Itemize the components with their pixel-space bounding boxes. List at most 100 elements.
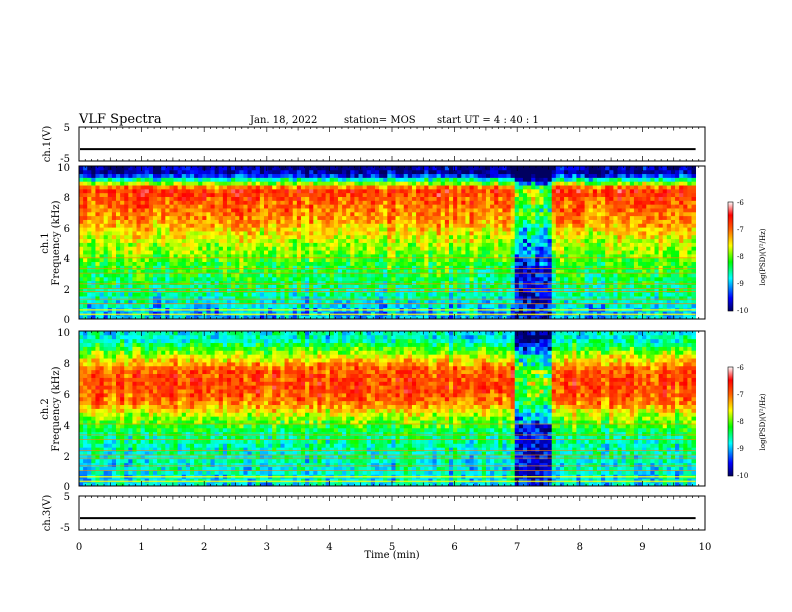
ch1-spectrogram-cell [301, 231, 306, 235]
ch1-spectrogram-cell [379, 262, 384, 266]
ch1-spectrogram-cell [437, 181, 442, 185]
ch1-spectrogram-cell [589, 246, 594, 250]
ch1-spectrogram-cell [112, 304, 117, 308]
ch1-spectrogram-cell [564, 174, 569, 178]
ch1-spectrogram-cell [149, 170, 154, 174]
ch1-spectrogram-cell [297, 258, 302, 262]
ch1-spectrogram-cell [104, 250, 109, 254]
ch1-spectrogram-cell [108, 197, 113, 201]
ch1-spectrogram-cell [178, 235, 183, 239]
ch1-spectrogram-cell [132, 193, 137, 197]
ch1-spectrogram-cell [289, 292, 294, 296]
ch1-spectrogram-cell [482, 292, 487, 296]
ch1-spectrogram-cell [585, 243, 590, 247]
ch1-spectrogram-cell [309, 246, 314, 250]
ch1-spectrogram-cell [169, 273, 174, 277]
ch1-spectrogram-cell [379, 200, 384, 204]
ch1-spectrogram-cell [272, 181, 277, 185]
ch1-spectrogram-cell [268, 277, 273, 281]
ch1-spectrogram-cell [478, 185, 483, 189]
ch1-spectrogram-cell [474, 246, 479, 250]
ch1-spectrogram-cell [556, 212, 561, 216]
start-time-label: start UT = 4 : 40 : 1 [437, 115, 539, 126]
ch1-spectrogram-cell [128, 204, 133, 208]
ch1-spectrogram-cell [289, 185, 294, 189]
ch1-spectrogram-cell [581, 193, 586, 197]
ch1-spectrogram-cell [404, 200, 409, 204]
ch1-spectrogram-cell [507, 166, 512, 170]
ch1-spectrogram-cell [416, 200, 421, 204]
ch1-spectrogram-cell [511, 262, 516, 266]
ch1-spectrogram-cell [285, 273, 290, 277]
ch1-spectrogram-cell [252, 193, 257, 197]
ch1-spectrogram-cell [457, 200, 462, 204]
ch1-spectrogram-cell [346, 212, 351, 216]
ch1-spectrogram-cell [387, 246, 392, 250]
ch1-spectrogram-cell [548, 227, 553, 231]
ch1-spectrogram-cell [227, 170, 232, 174]
ch1-spectrogram-cell [515, 193, 520, 197]
ch1-spectrogram-cell [461, 220, 466, 224]
ch1-spectrogram-cell [178, 208, 183, 212]
ch1-spectrogram-cell [186, 220, 191, 224]
ch1-spectrogram-cell [91, 227, 96, 231]
ch1-spectrogram-cell [317, 212, 322, 216]
ch1-spectrogram-cell [383, 181, 388, 185]
ch1-spectrogram-cell [342, 239, 347, 243]
ch1-spectrogram-cell [198, 277, 203, 281]
ch1-spectrogram-cell [416, 235, 421, 239]
ch1-spectrogram-cell [498, 243, 503, 247]
ch1-spectrogram-cell [305, 208, 310, 212]
ch1-spectrogram-cell [79, 197, 84, 201]
ch1-spectrogram-cell [568, 177, 573, 181]
ch1-spectrogram-cell [256, 262, 261, 266]
ch1-spectrogram-cell [482, 227, 487, 231]
ch1-spectrogram-cell [260, 246, 265, 250]
ch1-spectrogram-cell [161, 235, 166, 239]
ch1-spectrogram-cell [112, 296, 117, 300]
ch1-spectrogram-cell [211, 258, 216, 262]
ch1-spectrogram-cell [120, 204, 125, 208]
ch1-spectrogram-cell [91, 243, 96, 247]
ch1-spectrogram-cell [301, 177, 306, 181]
ch1-spectrogram-cell [408, 239, 413, 243]
ch1-spectrogram-cell [581, 304, 586, 308]
ch1-spectrogram-cell [383, 189, 388, 193]
ch1-spectrogram-cell [239, 189, 244, 193]
ch1-spectrogram-cell [523, 189, 528, 193]
ch1-spectrogram-cell [482, 193, 487, 197]
ch1-spectrogram-cell [153, 262, 158, 266]
ch1-spectrogram-cell [515, 235, 520, 239]
ch1-spectrogram-cell [404, 170, 409, 174]
ch1-spectrogram-cell [309, 265, 314, 269]
ch1-spectrogram-cell [91, 208, 96, 212]
ch1-spectrogram-cell [387, 212, 392, 216]
ch1-spectrogram-cell [305, 296, 310, 300]
ch1-spectrogram-cell [198, 170, 203, 174]
ch1-spectrogram-cell [104, 258, 109, 262]
ch1-spectrogram-cell [552, 177, 557, 181]
ch1-spectrogram-cell [511, 273, 516, 277]
ch1-spectrogram-cell [375, 250, 380, 254]
ch1-spectrogram-cell [198, 288, 203, 292]
ch1-spectrogram-cell [420, 281, 425, 285]
ch1-spectrogram-cell [449, 258, 454, 262]
ch1-spectrogram-cell [149, 265, 154, 269]
ch1-spectrogram-cell [461, 239, 466, 243]
ch1-spectrogram-cell [132, 281, 137, 285]
ch1-spectrogram-cell [412, 243, 417, 247]
ch1-spectrogram-cell [132, 204, 137, 208]
ch1-spectrogram-cell [552, 277, 557, 281]
ch1-spectrogram-cell [124, 223, 129, 227]
ch1-spectrogram-cell [223, 185, 228, 189]
ch1-spectrogram-cell [264, 193, 269, 197]
ch1-spectrogram-cell [363, 204, 368, 208]
ch1-spectrogram-cell [248, 292, 253, 296]
ch1-spectrogram-cell [338, 204, 343, 208]
ch1-spectrogram-cell [100, 208, 105, 212]
ch1-spectrogram-cell [552, 185, 557, 189]
ch1-spectrogram-cell [412, 208, 417, 212]
ch1-spectrogram-cell [511, 220, 516, 224]
ch1-spectrogram-cell [568, 185, 573, 189]
ch1-spectrogram-cell [391, 262, 396, 266]
